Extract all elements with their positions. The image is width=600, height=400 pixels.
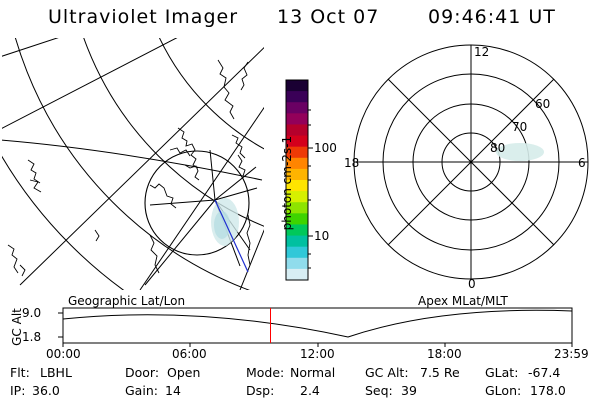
- mlt-diagonal-2: [387, 78, 555, 246]
- mode-label: Mode:: [246, 365, 285, 380]
- filter-value: LBHL: [40, 365, 72, 380]
- ip-label: IP:: [10, 383, 26, 398]
- altitude-curve: [62, 309, 573, 338]
- colorbar-band: [286, 202, 308, 214]
- colorbar-band: [286, 191, 308, 203]
- apex-polar-map: [353, 44, 589, 280]
- date-label: 13 Oct 07: [277, 6, 380, 28]
- glat-value: -67.4: [528, 365, 561, 380]
- mlt-label-6: 6: [578, 156, 586, 170]
- gain-label: Gain:: [125, 383, 158, 398]
- ip-value: 36.0: [32, 383, 60, 398]
- instrument-title: Ultraviolet Imager: [48, 6, 239, 28]
- alt-y-tick-9: 9.0: [22, 306, 42, 320]
- colorbar: [286, 80, 308, 281]
- colorbar-tick-100: 100: [314, 141, 337, 155]
- alt-x-tick-0000: 00:00: [46, 347, 81, 361]
- view-circle: [144, 150, 250, 256]
- door-label: Door:: [125, 365, 160, 380]
- view-spokes: [144, 149, 258, 286]
- colorbar-band: [286, 91, 308, 103]
- alt-x-tick-1800: 18:00: [427, 347, 462, 361]
- glon-label: GLon:: [485, 383, 522, 398]
- colorbar-band: [286, 268, 308, 281]
- geographic-caption: Geographic Lat/Lon: [68, 294, 186, 308]
- colorbar-tick-10: 10: [314, 229, 330, 243]
- colorbar-band: [286, 157, 308, 170]
- alt-x-tick-2359: 23:59: [554, 347, 589, 361]
- colorbar-band: [286, 213, 308, 226]
- gc-alt-label: GC Alt:: [365, 365, 409, 380]
- seq-value: 39: [401, 383, 417, 398]
- gain-value: 14: [165, 383, 181, 398]
- mlt-label-12: 12: [474, 45, 490, 59]
- lat-label-60: 60: [535, 97, 551, 111]
- alt-x-tick-1200: 12:00: [300, 347, 335, 361]
- colorbar-band: [286, 168, 308, 181]
- geographic-map: [2, 38, 264, 290]
- seq-label: Seq:: [365, 383, 393, 398]
- lat-label-80: 80: [490, 141, 506, 155]
- colorbar-band: [286, 235, 308, 248]
- meridians: [2, 38, 264, 290]
- alt-x-tick-0600: 06:00: [172, 347, 207, 361]
- colorbar-band: [286, 102, 308, 114]
- dsp-value: 2.4: [300, 383, 320, 398]
- satellite-track: [214, 199, 249, 273]
- colorbar-band: [286, 257, 308, 270]
- glat-label: GLat:: [485, 365, 519, 380]
- filter-label: Flt:: [10, 365, 30, 380]
- colorbar-band: [286, 80, 308, 92]
- colorbar-band: [286, 146, 308, 159]
- colorbar-label: photon cm-2s-1: [266, 135, 294, 238]
- aurora-oval-faint: [496, 143, 544, 161]
- alt-chart-frame: [62, 307, 573, 344]
- door-value: Open: [167, 365, 201, 380]
- colorbar-band: [286, 124, 308, 137]
- mlt-label-0: 0: [468, 277, 476, 291]
- altitude-chart: [58, 307, 573, 347]
- glon-value: 178.0: [530, 383, 566, 398]
- time-label: 09:46:41 UT: [428, 6, 556, 28]
- dsp-label: Dsp:: [246, 383, 275, 398]
- gc-alt-value: 7.5 Re: [420, 365, 460, 380]
- colorbar-band: [286, 113, 308, 126]
- colorbar-band: [286, 246, 308, 259]
- colorbar-label-text: photon cm-2s-1: [280, 135, 294, 231]
- alt-y-tick-1-8: 1.8: [22, 330, 42, 344]
- colorbar-band: [286, 224, 308, 237]
- apex-caption: Apex MLat/MLT: [418, 294, 508, 308]
- lat-label-70: 70: [512, 120, 528, 134]
- coastlines: [7, 59, 251, 277]
- colorbar-band: [286, 135, 308, 148]
- mlt-label-18: 18: [344, 156, 360, 170]
- mode-value: Normal: [290, 365, 336, 380]
- colorbar-band: [286, 180, 308, 192]
